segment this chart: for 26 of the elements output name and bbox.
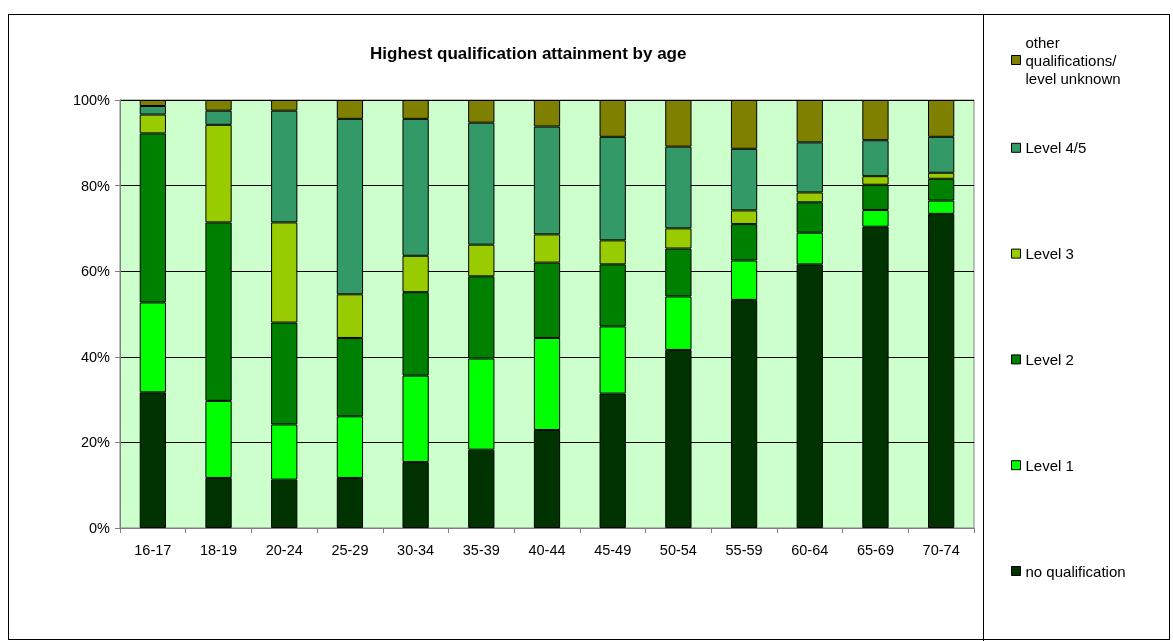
y-tick-label: 20% <box>80 434 111 451</box>
x-tick-label: 50-54 <box>659 541 697 558</box>
x-tick-label: 55-59 <box>725 541 763 558</box>
x-tick-label: 20-24 <box>265 541 303 558</box>
x-tick-label: 45-49 <box>594 541 632 558</box>
chart-title: Highest qualification attainment by age <box>370 44 687 63</box>
y-tick-label: 0% <box>89 520 111 536</box>
legend-label: no qualification <box>1025 562 1126 580</box>
legend-label: Level 1 <box>1025 456 1074 474</box>
x-tick-label: 65-69 <box>856 541 895 558</box>
legend-label: Level 2 <box>1025 350 1074 368</box>
y-tick-label: 40% <box>80 348 111 365</box>
x-tick-label: 70-74 <box>922 541 960 558</box>
x-tick-label: 60-64 <box>791 541 829 558</box>
y-tick-label: 60% <box>80 263 111 280</box>
legend-label: other qualifications/level unknown <box>1025 33 1121 87</box>
x-tick-label: 35-39 <box>462 541 500 558</box>
x-tick-label: 18-19 <box>199 541 238 558</box>
x-tick-label: 25-29 <box>331 541 369 558</box>
y-tick-label: 100% <box>72 92 111 108</box>
x-tick-label: 16-17 <box>134 541 172 558</box>
y-tick-label: 80% <box>80 177 111 194</box>
legend-label: Level 3 <box>1025 245 1074 263</box>
x-tick-label: 40-44 <box>528 541 566 558</box>
x-tick-label: 30-34 <box>397 541 435 558</box>
legend-label: Level 4/5 <box>1025 139 1087 157</box>
